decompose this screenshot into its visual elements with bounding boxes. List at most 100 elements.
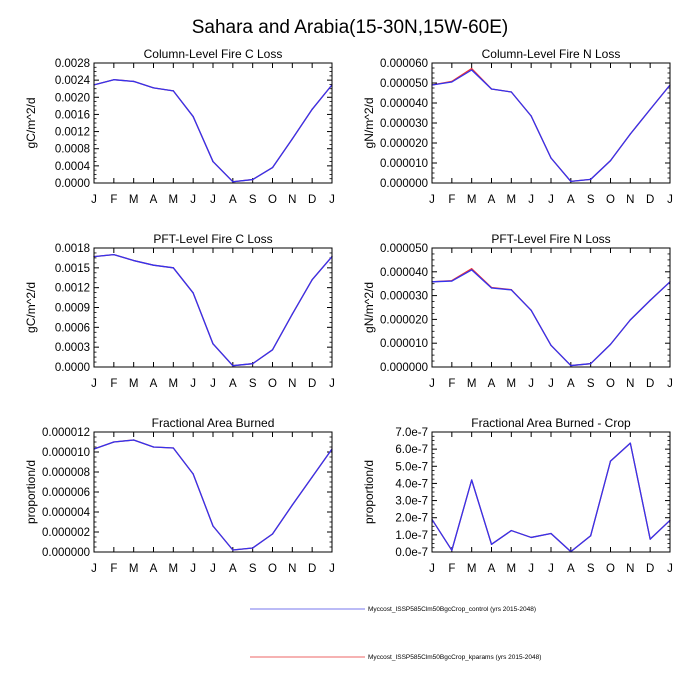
x-tick-label: J	[210, 563, 216, 575]
series-line-control	[431, 442, 671, 553]
x-tick-label: J	[667, 194, 673, 206]
y-tick-label: 0.0000	[55, 362, 90, 374]
x-tick-label: F	[448, 378, 455, 390]
x-tick-label: J	[548, 563, 554, 575]
x-tick-label: M	[507, 378, 517, 390]
x-tick-label: D	[646, 194, 654, 206]
plot-frame	[431, 62, 671, 184]
x-tick-label: J	[210, 194, 216, 206]
panel-title: PFT-Level Fire N Loss	[491, 232, 610, 246]
data-point-control	[271, 533, 274, 535]
panel-title: Column-Level Fire C Loss	[144, 47, 283, 61]
y-tick-label: 0.0018	[55, 243, 90, 255]
y-tick-label: 0.0020	[55, 92, 90, 104]
data-point-control	[192, 292, 194, 294]
y-tick-label: 0.000060	[380, 58, 428, 70]
plot-frame	[93, 62, 333, 184]
y-tick-label: 0.000000	[380, 178, 428, 190]
x-tick-label: S	[249, 378, 257, 390]
plot-frame	[431, 247, 671, 368]
x-tick-label: M	[169, 378, 179, 390]
y-tick-label: 0.000004	[42, 507, 91, 519]
x-tick-label: D	[646, 378, 654, 390]
x-tick-label: J	[190, 563, 196, 575]
x-tick-label: S	[587, 378, 595, 390]
plot-frame	[431, 431, 671, 553]
y-axis-label: gC/m^2/d	[24, 98, 38, 149]
data-point-control	[550, 532, 552, 535]
x-tick-label: D	[646, 563, 654, 575]
data-point-control	[550, 344, 552, 346]
x-tick-label: S	[587, 194, 595, 206]
series-line-control	[431, 269, 671, 367]
data-point-control	[530, 536, 532, 539]
y-tick-label: 0.000030	[380, 291, 428, 303]
data-point-control	[649, 538, 651, 540]
chart-panel-2: Column-Level Fire N Loss 0.000000 0.000010…	[362, 47, 673, 206]
y-tick-label: 0.000008	[42, 467, 90, 479]
data-point-control	[212, 160, 214, 163]
data-point-control	[172, 90, 174, 92]
data-point-control	[212, 343, 214, 345]
legend-label-control: Myccost_ISSP585Clm50BgcCrop_control (yrs…	[368, 606, 536, 613]
x-tick-label: A	[229, 378, 237, 390]
data-point-control	[152, 264, 155, 266]
data-point-control	[649, 108, 651, 110]
y-axis-label: gN/m^2/d	[362, 282, 376, 333]
y-tick-label: 0.000020	[380, 138, 428, 150]
data-point-control	[530, 309, 532, 311]
x-tick-label: M	[129, 563, 139, 575]
series-line-control	[93, 253, 333, 367]
x-tick-label: J	[429, 194, 435, 206]
data-point-control	[212, 525, 214, 527]
x-tick-label: J	[667, 563, 673, 575]
data-point-control	[629, 319, 631, 321]
x-tick-label: D	[308, 563, 316, 575]
x-tick-label: O	[268, 378, 277, 390]
legend: Myccost_ISSP585Clm50BgcCrop_control (yrs…	[250, 606, 541, 661]
panel-title: Fractional Area Burned - Crop	[471, 416, 631, 430]
y-tick-label: 0.000020	[380, 314, 428, 326]
x-tick-label: A	[488, 563, 496, 575]
y-axis-label: proportion/d	[24, 460, 38, 524]
data-point-control	[291, 504, 293, 506]
x-tick-label: O	[606, 378, 615, 390]
x-tick-label: A	[488, 378, 496, 390]
x-tick-label: N	[626, 563, 634, 575]
chart-panel-6: Fractional Area Burned - Crop 0.0e-7 1.0e-…	[362, 416, 673, 575]
series-line-control	[431, 69, 671, 183]
x-tick-label: A	[229, 194, 237, 206]
data-point-control	[232, 365, 234, 367]
x-tick-label: M	[507, 194, 517, 206]
x-tick-label: N	[626, 378, 634, 390]
chart-panels: Column-Level Fire C Loss 0.0000 0.0004 0.00…	[24, 47, 673, 575]
x-tick-label: J	[329, 378, 335, 390]
y-tick-label: 0.000010	[380, 158, 428, 170]
x-tick-label: N	[288, 194, 296, 206]
x-tick-label: O	[606, 194, 615, 206]
data-point-control	[232, 549, 234, 551]
x-tick-label: O	[606, 563, 615, 575]
data-point-control	[629, 133, 631, 135]
y-tick-label: 0.000010	[380, 338, 428, 350]
data-point-control	[510, 91, 512, 93]
x-tick-label: J	[548, 194, 554, 206]
x-tick-label: J	[329, 194, 335, 206]
series-line-control	[93, 79, 333, 183]
x-tick-label: J	[667, 378, 673, 390]
x-tick-label: A	[150, 378, 158, 390]
y-tick-label: 0.0012	[55, 127, 90, 139]
y-axis-label: gC/m^2/d	[24, 282, 38, 333]
data-point-control	[232, 181, 234, 183]
y-tick-label: 0.0012	[55, 283, 90, 295]
data-point-control	[133, 259, 135, 262]
data-point-control	[510, 529, 512, 532]
data-point-control	[471, 269, 473, 271]
data-point-control	[113, 79, 115, 81]
data-point-control	[451, 549, 453, 551]
x-tick-label: D	[308, 194, 316, 206]
data-point-control	[490, 88, 493, 90]
data-point-control	[152, 446, 155, 448]
x-tick-label: J	[190, 194, 196, 206]
